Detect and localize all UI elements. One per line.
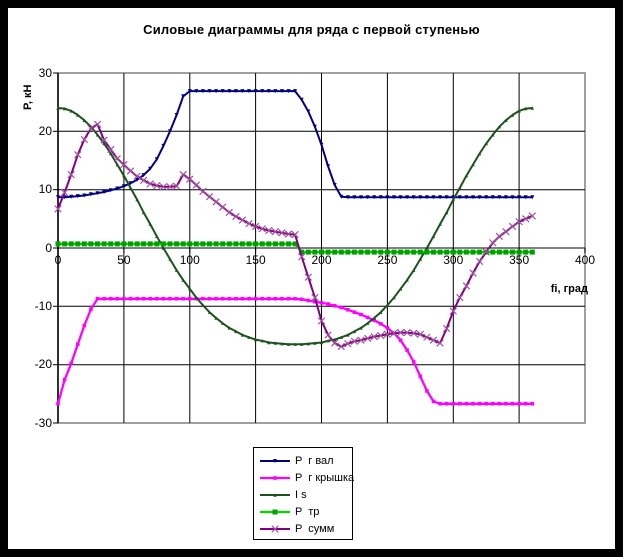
legend-item-4: P сумм — [254, 521, 352, 538]
x-tick-label: 250 — [377, 253, 398, 267]
y-tick-label: 20 — [38, 123, 52, 138]
x-tick-label: 50 — [117, 253, 131, 267]
x-tick-label: 400 — [574, 253, 596, 267]
y-tick-label: -10 — [34, 298, 52, 313]
legend-label: I s — [295, 488, 307, 501]
y-tick-label: -30 — [34, 415, 52, 430]
legend-sample — [260, 475, 290, 480]
x-tick-label: 0 — [54, 253, 62, 267]
series-2-line — [57, 107, 533, 346]
x-tick-label: 350 — [509, 253, 530, 267]
legend: P г вал P г крышка I s P тр P сумм — [253, 447, 355, 540]
series-3-markers — [55, 241, 535, 255]
series-4-markers — [54, 120, 536, 351]
x-tick-label: 100 — [179, 253, 200, 267]
y-tick-label: -20 — [34, 357, 52, 372]
legend-label: P тр — [295, 506, 320, 519]
y-tick-label: 10 — [38, 182, 52, 197]
legend-label: P сумм — [295, 523, 335, 536]
chart-plot — [53, 72, 586, 424]
legend-item-3: P тр — [254, 504, 352, 521]
legend-sample — [260, 493, 290, 497]
series-2-markers — [56, 106, 534, 346]
y-tick-label: 30 — [38, 65, 52, 80]
x-axis-title: fi, град — [550, 283, 588, 295]
legend-label: P г вал — [295, 454, 334, 467]
x-tick-label: 300 — [443, 253, 464, 267]
legend-sample — [260, 509, 290, 515]
series-1-markers — [56, 296, 535, 406]
chart-canvas: Силовые диаграммы для ряда с первой ступ… — [8, 8, 615, 549]
legend-item-0: P г вал — [254, 452, 352, 469]
series-1-line — [56, 297, 533, 405]
x-tick-label: 150 — [245, 253, 266, 267]
legend-sample — [260, 458, 290, 463]
series-0-markers — [56, 89, 535, 200]
legend-item-2: I s — [254, 486, 352, 503]
chart-title: Силовые диаграммы для ряда с первой ступ… — [143, 22, 480, 37]
legend-label: P г крышка — [295, 471, 355, 484]
legend-item-1: P г крышка — [254, 469, 355, 486]
series-4-line — [57, 123, 533, 348]
y-tick-label: 0 — [45, 240, 52, 255]
legend-sample — [260, 525, 290, 534]
x-tick-label: 200 — [311, 253, 332, 267]
